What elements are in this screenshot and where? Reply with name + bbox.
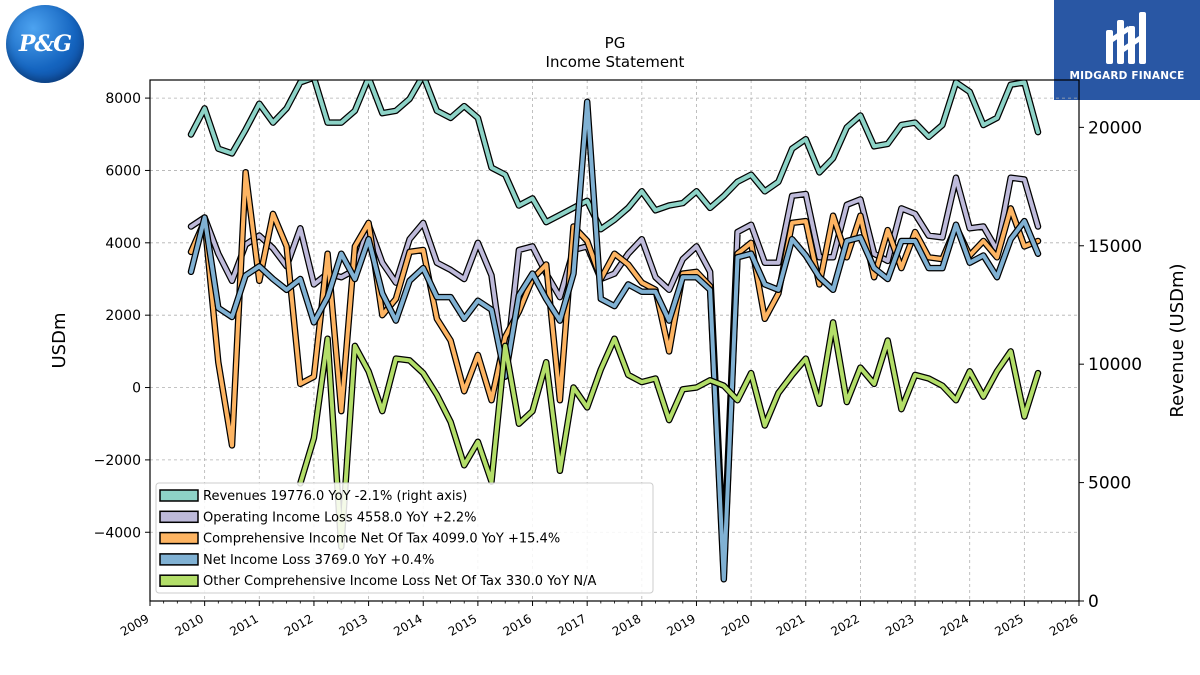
x-tick-label: 2021 [774, 611, 807, 638]
x-tick-label: 2026 [1047, 611, 1080, 638]
y-tick-label: 6000 [105, 163, 141, 179]
midgard-finance-logo: MIDGARD FINANCE [1054, 0, 1200, 100]
series-line-1 [189, 80, 1040, 232]
y-tick-label: 2000 [105, 308, 141, 324]
y-right-tick-label: 20000 [1088, 118, 1142, 138]
y-tick-label: 0 [132, 381, 141, 397]
x-tick-label: 2016 [501, 611, 534, 638]
y-tick-label: −2000 [94, 453, 141, 469]
y-right-tick-label: 5000 [1088, 474, 1131, 494]
y-right-tick-label: 10000 [1088, 355, 1142, 375]
legend-swatch-5 [159, 574, 199, 587]
legend-label-3: Comprehensive Income Net Of Tax 4099.0 Y… [203, 532, 560, 547]
y-axis-label: USDm [49, 313, 70, 369]
pg-logo-text: P&G [18, 31, 72, 57]
x-tick-label: 2022 [828, 611, 861, 638]
x-tick-label: 2011 [227, 611, 260, 638]
x-tick-label: 2012 [282, 611, 315, 638]
y-tick-label: 4000 [105, 236, 141, 252]
legend-swatch-4 [159, 553, 199, 566]
x-tick-label: 2009 [118, 611, 151, 638]
legend-swatch-1 [159, 489, 199, 502]
legend-swatch-3 [159, 531, 199, 545]
y-right-tick-label: 15000 [1088, 237, 1142, 257]
pg-logo: P&G [6, 5, 84, 83]
chart-subtitle: Income Statement [546, 53, 685, 71]
legend-label-5: Other Comprehensive Income Loss Net Of T… [203, 574, 597, 589]
y-tick-label: −4000 [94, 525, 141, 541]
x-tick-label: 2017 [555, 611, 588, 638]
x-tick-label: 2019 [665, 611, 698, 638]
legend-box [155, 482, 654, 594]
x-tick-label: 2018 [610, 611, 643, 638]
x-tick-label: 2023 [883, 611, 916, 638]
series-line-5 [298, 320, 1040, 549]
x-tick-label: 2025 [992, 611, 1025, 638]
x-tick-label: 2024 [938, 611, 971, 638]
legend-label-2: Operating Income Loss 4558.0 YoY +2.2% [203, 510, 477, 525]
legend-label-4: Net Income Loss 3769.0 YoY +0.4% [203, 553, 434, 568]
x-tick-label: 2015 [446, 611, 479, 638]
legend-swatch-2 [159, 510, 199, 524]
x-tick-label: 2010 [173, 611, 206, 638]
y-right-axis-label: Revenue (USDm) [1167, 263, 1188, 417]
x-tick-label: 2014 [391, 611, 424, 638]
x-tick-label: 2013 [337, 611, 370, 638]
chart-title: PG [605, 34, 626, 52]
y-right-tick-label: 0 [1088, 592, 1099, 612]
legend-label-1: Revenues 19776.0 YoY -2.1% (right axis) [203, 489, 467, 504]
series-line-4 [189, 99, 1040, 582]
midgard-emblem-icon [1106, 12, 1146, 64]
midgard-logo-text: MIDGARD FINANCE [1069, 70, 1185, 82]
x-tick-label: 2020 [719, 611, 752, 638]
y-tick-label: 8000 [105, 91, 141, 107]
